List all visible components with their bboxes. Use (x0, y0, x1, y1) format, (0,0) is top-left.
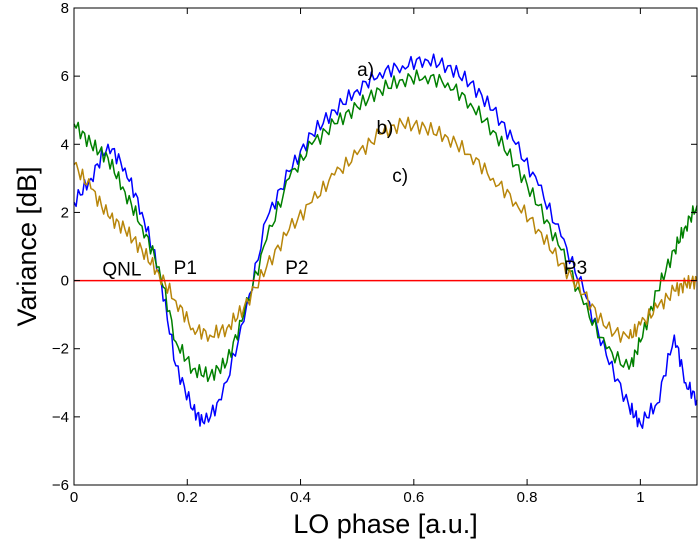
y-tick-label: −2 (52, 341, 69, 358)
annotation-label: P2 (285, 258, 308, 279)
x-axis-title: LO phase [a.u.] (293, 509, 478, 539)
x-tick-label: 0.2 (177, 489, 198, 506)
x-tick-label: 1 (636, 489, 644, 506)
ticks-layer: 0 0.2 0.4 0.6 0.8 1 −6 −4 −2 0 2 4 6 8 (52, 0, 697, 506)
annotation-label: a) (357, 60, 374, 81)
x-tick-label: 0.8 (517, 489, 538, 506)
x-tick-label: 0.6 (403, 489, 424, 506)
annotation-label: c) (392, 166, 408, 187)
annotation-label: P1 (174, 258, 197, 279)
plot-frame (73, 7, 698, 486)
y-tick-label: 2 (61, 204, 69, 221)
y-tick-label: 8 (61, 0, 69, 17)
x-tick-label: 0.4 (290, 489, 311, 506)
y-tick-label: 6 (61, 68, 69, 85)
series-b-line (73, 69, 698, 383)
series-layer (73, 53, 698, 429)
y-tick-label: −6 (52, 477, 69, 494)
y-axis-title: Variance [dB] (12, 166, 42, 326)
x-tick-label: 0 (70, 489, 78, 506)
y-tick-label: −4 (52, 409, 69, 426)
y-tick-label: 4 (61, 136, 69, 153)
annotations-layer: a) b) c) QNL P1 P2 P3 (102, 60, 587, 280)
series-a-line (73, 53, 698, 429)
annotation-label: P3 (564, 258, 587, 279)
annotation-label: b) (376, 118, 393, 139)
y-tick-label: 0 (61, 273, 69, 290)
annotation-label: QNL (102, 259, 141, 280)
